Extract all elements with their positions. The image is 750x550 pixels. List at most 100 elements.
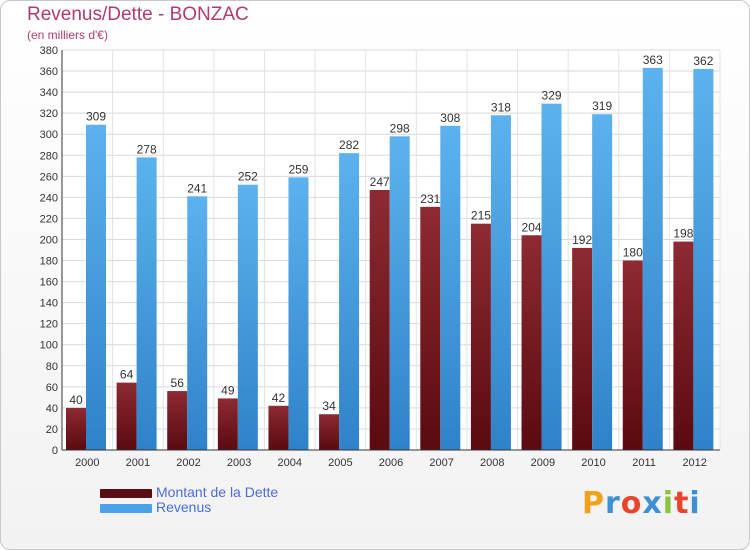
x-tick-label: 2009 xyxy=(531,457,555,469)
bar-revenus xyxy=(389,136,410,450)
x-tick-label: 2004 xyxy=(278,457,302,469)
bar-revenus xyxy=(693,68,714,451)
x-tick-label: 2006 xyxy=(379,457,403,469)
chart-subtitle: (en milliers d'€) xyxy=(27,28,108,42)
x-tick-label: 2012 xyxy=(682,457,706,469)
logo-letter: o xyxy=(620,486,643,521)
bar-revenus xyxy=(339,153,360,450)
y-tick-label: 180 xyxy=(40,256,58,268)
x-tick-label: 2011 xyxy=(632,457,656,469)
y-tick-label: 220 xyxy=(40,213,58,225)
data-label-revenus: 362 xyxy=(693,54,713,68)
y-tick-label: 120 xyxy=(40,319,58,331)
bar-revenus xyxy=(490,115,511,451)
data-label-revenus: 308 xyxy=(440,111,460,125)
bar-dette xyxy=(66,407,86,450)
data-label-revenus: 282 xyxy=(339,138,359,152)
x-tick-label: 2010 xyxy=(581,457,605,469)
bar-dette xyxy=(673,241,694,450)
data-label-dette: 42 xyxy=(272,391,286,405)
data-label-revenus: 318 xyxy=(491,100,511,114)
bar-dette xyxy=(521,235,542,450)
data-label-revenus: 329 xyxy=(542,89,562,103)
bar-revenus xyxy=(592,114,613,451)
chart-title: Revenus/Dette - BONZAC xyxy=(27,4,249,25)
y-tick-label: 100 xyxy=(40,340,58,352)
y-tick-label: 20 xyxy=(46,424,58,436)
data-label-dette: 64 xyxy=(120,368,134,382)
bar-revenus xyxy=(642,67,663,450)
y-tick-label: 200 xyxy=(40,234,58,246)
bars-layer xyxy=(66,67,714,451)
bar-dette xyxy=(470,223,491,450)
y-tick-label: 40 xyxy=(46,403,58,415)
bar-revenus xyxy=(86,124,106,450)
logo-letter: i xyxy=(689,486,701,521)
data-label-revenus: 259 xyxy=(288,162,308,176)
data-label-revenus: 241 xyxy=(187,181,207,195)
bar-revenus xyxy=(288,177,309,451)
x-tick-label: 2008 xyxy=(480,457,504,469)
x-tick-label: 2007 xyxy=(429,457,453,469)
data-label-dette: 231 xyxy=(420,192,440,206)
legend-label-revenus: Revenus xyxy=(156,499,212,515)
legend-label-dette: Montant de la Dette xyxy=(156,484,279,500)
y-tick-label: 160 xyxy=(40,277,58,289)
data-label-dette: 215 xyxy=(471,209,491,223)
data-label-revenus: 278 xyxy=(137,142,157,156)
y-tick-label: 360 xyxy=(40,66,58,78)
logo-letter: P xyxy=(582,486,605,521)
logo-letter: t xyxy=(674,486,690,521)
y-tick-label: 140 xyxy=(40,298,58,310)
data-label-dette: 34 xyxy=(322,399,336,413)
data-label-revenus: 252 xyxy=(238,170,258,184)
bar-dette xyxy=(167,391,188,450)
bar-dette xyxy=(268,405,289,450)
data-label-dette: 180 xyxy=(623,246,643,260)
bar-dette xyxy=(116,382,137,450)
y-tick-label: 280 xyxy=(40,150,58,162)
legend-swatch-revenus xyxy=(100,504,152,513)
x-tick-label: 2001 xyxy=(126,457,150,469)
data-label-revenus: 363 xyxy=(643,53,663,67)
y-tick-label: 60 xyxy=(46,382,58,394)
logo-letter: x xyxy=(642,486,663,521)
y-tick-label: 0 xyxy=(52,445,58,457)
bar-revenus xyxy=(541,103,562,451)
data-label-dette: 247 xyxy=(370,175,390,189)
axes-layer: 0 20 40 60 80 100 120 140 160 180 200 220 240 260 280 3… xyxy=(40,45,720,469)
bar-revenus xyxy=(136,157,157,451)
labels-layer: 40 309 64 278 56 241 49 252 42 259 34 282 247 298 231 3… xyxy=(69,53,713,413)
data-label-dette: 192 xyxy=(572,233,592,247)
data-label-revenus: 298 xyxy=(390,121,410,135)
bar-dette xyxy=(572,247,593,450)
data-label-dette: 204 xyxy=(522,220,542,234)
proxiti-logo: Proxiti xyxy=(582,486,701,521)
y-tick-label: 80 xyxy=(46,361,58,373)
bar-dette xyxy=(622,260,643,450)
data-label-dette: 198 xyxy=(673,227,693,241)
bar-dette xyxy=(369,190,390,450)
bar-revenus xyxy=(237,184,258,450)
bar-revenus xyxy=(187,196,208,450)
x-tick-label: 2000 xyxy=(75,457,99,469)
data-label-dette: 40 xyxy=(69,393,83,407)
x-tick-label: 2002 xyxy=(176,457,200,469)
y-tick-label: 320 xyxy=(40,108,58,120)
bar-dette xyxy=(319,414,340,450)
logo-letter: r xyxy=(605,486,621,521)
data-label-dette: 49 xyxy=(221,383,235,397)
bar-dette xyxy=(420,206,441,450)
data-label-revenus: 319 xyxy=(592,99,612,113)
y-tick-label: 260 xyxy=(40,171,58,183)
x-tick-label: 2003 xyxy=(227,457,251,469)
legend-swatch-dette xyxy=(100,489,152,498)
data-label-dette: 56 xyxy=(171,376,185,390)
y-tick-label: 340 xyxy=(40,87,58,99)
y-tick-label: 380 xyxy=(40,45,58,57)
bar-dette xyxy=(217,398,238,450)
bar-revenus xyxy=(440,125,461,450)
y-tick-label: 300 xyxy=(40,129,58,141)
y-tick-label: 240 xyxy=(40,192,58,204)
